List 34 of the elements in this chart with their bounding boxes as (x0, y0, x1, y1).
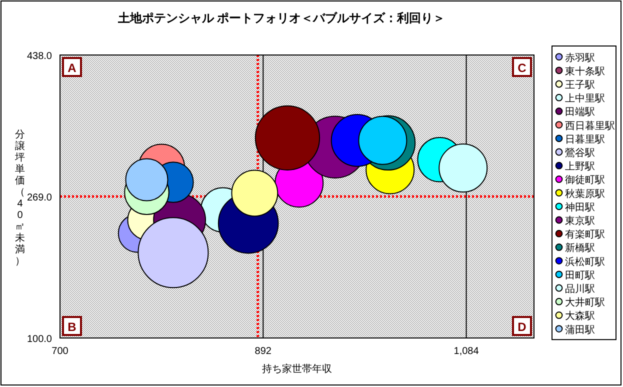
legend-label: 浜松町駅 (565, 256, 605, 268)
text: 分譲坪単価（40㎡未満） (15, 129, 25, 267)
annotation: A (68, 61, 77, 75)
y-tick-label: 269.0 (26, 192, 52, 204)
annotation: C (518, 61, 527, 75)
annotation: B (68, 320, 77, 334)
legend-label: 有楽町駅 (565, 228, 605, 241)
legend-label: 東十条駅 (565, 65, 605, 78)
legend-label: 秋葉原駅 (565, 188, 605, 200)
legend-label: 田町駅 (565, 270, 595, 282)
y-tick-label: 100.0 (26, 334, 52, 345)
legend-label: 東京駅 (565, 215, 595, 227)
y-tick-label: 438.0 (26, 51, 52, 62)
x-axis-title: 持ち家世帯年収 (262, 363, 332, 375)
legend-label: 赤羽駅 (565, 52, 595, 64)
x-tick-label: 1,084 (454, 346, 480, 357)
x-tick-label: 892 (254, 346, 272, 357)
legend-label: 日暮里駅 (565, 133, 605, 146)
legend-label: 上中里駅 (565, 92, 605, 105)
legend-label: 大森駅 (565, 310, 595, 322)
legend-label: 田端駅 (565, 106, 595, 118)
legend-label: 上野駅 (565, 160, 595, 173)
legend-label: 鶯谷駅 (565, 147, 595, 159)
x-tick-label: 700 (52, 346, 69, 357)
legend-label: 御徒町駅 (565, 174, 605, 186)
legend-label: 王子駅 (565, 80, 595, 91)
legend-label: 大井町駅 (565, 296, 605, 309)
annotation: D (518, 320, 527, 334)
legend-label: 蒲田駅 (565, 324, 595, 336)
legend-label: 新橋駅 (565, 242, 595, 254)
legend-label: 品川駅 (565, 283, 595, 295)
chart-title: 土地ポテンシャル ポートフォリオ＜バブルサイズ：利回り＞ (116, 11, 446, 25)
legend-label: 神田駅 (565, 201, 595, 214)
legend-label: 西日暮里駅 (565, 120, 615, 132)
